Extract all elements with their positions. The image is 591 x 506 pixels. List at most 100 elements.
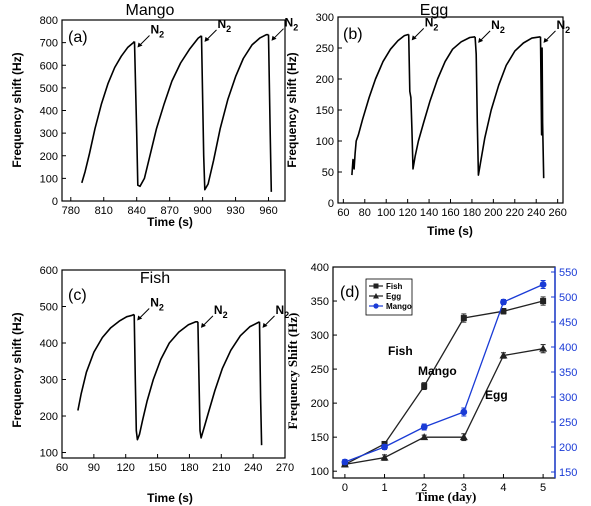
panel-b-title: Egg — [420, 2, 448, 19]
y-tick-label: 50 — [322, 167, 334, 179]
x-tick-label: 80 — [359, 207, 371, 219]
x-tick-label: 240 — [244, 462, 262, 474]
response-curve-segment — [539, 36, 545, 179]
y-tick-label: 200 — [40, 151, 58, 163]
panel-a-curve — [81, 33, 273, 192]
y-tick-label: 300 — [40, 128, 58, 140]
panel-a-xlabel: Time (s) — [147, 215, 193, 229]
x-tick-label: 150 — [148, 462, 166, 474]
y2-tick-label: 300 — [559, 392, 577, 404]
n2-subscript: 2 — [500, 25, 505, 35]
panel-c-axes: 60 90 120 150 180 210 240 270 100 200 300 400 500 600 — [40, 265, 295, 474]
series-line-fish — [344, 300, 544, 465]
n2-arrowhead — [543, 37, 549, 43]
n2-subscript: 2 — [293, 23, 298, 33]
y2-tick-label: 450 — [559, 317, 577, 329]
x-tick-label: 840 — [128, 205, 146, 217]
marker-circle — [539, 281, 547, 288]
n2-arrowhead — [478, 37, 484, 43]
y-tick-label: 500 — [40, 302, 58, 314]
panel-c-xlabel: Time (s) — [147, 491, 193, 505]
response-curve-segment — [197, 321, 260, 439]
legend-marker-square — [373, 283, 379, 289]
n2-subscript: 2 — [159, 303, 164, 313]
x-tick-label: 5 — [540, 482, 546, 494]
y-tick-label: 300 — [316, 12, 334, 24]
x-tick-label: 200 — [484, 207, 502, 219]
n2-arrowhead — [137, 315, 143, 321]
panel-d-series — [340, 280, 548, 468]
y-tick-label: 150 — [311, 432, 329, 444]
series-line-mango — [344, 283, 544, 463]
n2-arrowhead — [271, 35, 277, 41]
y-tick-label: 0 — [328, 198, 334, 210]
x-tick-label: 900 — [193, 205, 211, 217]
marker-triangle — [499, 351, 508, 359]
x-tick-label: 260 — [548, 207, 566, 219]
panel-d-label: (d) — [340, 284, 360, 301]
y-tick-label: 400 — [40, 106, 58, 118]
response-curve-segment — [407, 34, 476, 170]
n2-label: N2 — [285, 16, 299, 33]
n2-label: N2 — [150, 296, 164, 313]
y-tick-label: 400 — [40, 338, 58, 350]
panel-c-ylabel: Frequency shift (Hz) — [10, 312, 24, 427]
panel-b-annotations: N2 N2 N2 — [411, 15, 570, 43]
panel-a-label: (a) — [68, 29, 88, 46]
y-tick-label: 100 — [40, 448, 58, 460]
panel-b-label: (b) — [343, 26, 363, 43]
panel-a-ylabel: Frequency shift (Hz) — [10, 52, 24, 167]
x-tick-label: 60 — [337, 207, 349, 219]
y-tick-label: 300 — [40, 375, 58, 387]
y-tick-label: 350 — [311, 296, 329, 308]
marker-triangle — [539, 344, 548, 352]
y-tick-label: 100 — [40, 173, 58, 185]
x-tick-label: 1 — [381, 482, 387, 494]
panel-c-title: Fish — [140, 270, 170, 287]
panel-d: (d) Time (day) Frequency Shift (Hz) 0 1 2 3… — [285, 262, 577, 504]
marker-circle — [341, 458, 349, 466]
x-tick-label: 960 — [259, 205, 277, 217]
panel-d-xlabel: Time (day) — [416, 489, 477, 504]
n2-arrowhead — [411, 35, 417, 41]
x-tick-label: 180 — [463, 207, 481, 219]
marker-square — [421, 383, 428, 390]
x-tick-label: 160 — [441, 207, 459, 219]
panel-d-annotation-egg: Egg — [485, 388, 508, 402]
panel-b-axes: 60 80 100 120 140 160 180 200 220 240 260050100150… — [316, 12, 567, 219]
x-tick-label: 4 — [500, 482, 506, 494]
legend-marker-triangle — [373, 293, 379, 299]
n2-subscript: 2 — [565, 25, 570, 35]
y-tick-label: 250 — [316, 43, 334, 55]
x-tick-label: 0 — [342, 482, 348, 494]
y-tick-label: 250 — [311, 364, 329, 376]
y-tick-label: 600 — [40, 265, 58, 277]
response-curve-segment — [258, 321, 263, 446]
panel-d-ylabel: Frequency Shift (Hz) — [285, 313, 300, 430]
x-tick-label: 120 — [117, 462, 135, 474]
x-tick-label: 240 — [527, 207, 545, 219]
y-tick-label: 300 — [311, 330, 329, 342]
x-tick-label: 810 — [95, 205, 113, 217]
marker-circle — [500, 298, 507, 306]
response-curve-segment — [133, 35, 202, 188]
y-tick-label: 500 — [40, 83, 58, 95]
legend-label: Mango — [386, 302, 412, 311]
panel-a-title: Mango — [126, 2, 175, 19]
y-tick-label: 700 — [40, 38, 58, 50]
marker-triangle — [380, 453, 389, 461]
marker-triangle — [420, 433, 429, 441]
panel-d-axes: 0 1 2 3 4 5 100 150 200 250 300 350 400 150 200 250 300 3… — [311, 262, 578, 494]
y-tick-label: 800 — [40, 15, 58, 27]
legend-label: Egg — [386, 292, 401, 301]
n2-arrowhead — [137, 42, 143, 48]
x-tick-label: 780 — [62, 205, 80, 217]
marker-square — [460, 315, 467, 322]
n2-subscript: 2 — [284, 310, 289, 320]
marker-square — [540, 298, 547, 305]
n2-subscript: 2 — [433, 22, 438, 32]
series-line-egg — [344, 348, 544, 466]
x-tick-label: 60 — [56, 462, 68, 474]
